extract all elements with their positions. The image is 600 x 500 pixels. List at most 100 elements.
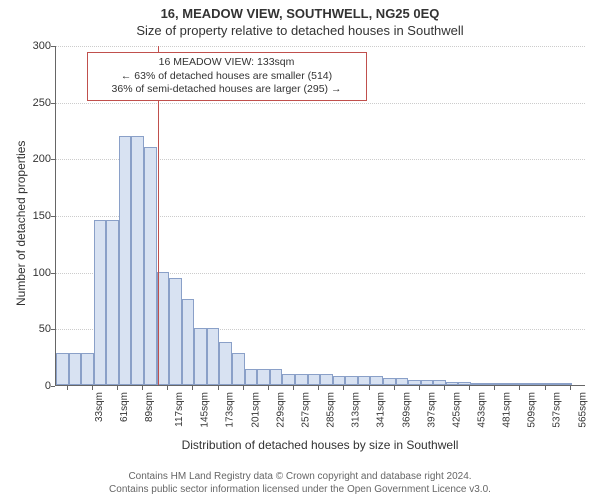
histogram-bar bbox=[144, 147, 157, 385]
y-tick-label: 250 bbox=[11, 97, 51, 109]
x-tick-mark bbox=[92, 386, 93, 390]
y-tick-mark bbox=[51, 386, 55, 387]
histogram-bar bbox=[182, 299, 195, 385]
x-tick-label: 369sqm bbox=[401, 392, 412, 428]
histogram-bar bbox=[106, 220, 119, 385]
histogram-bar bbox=[207, 328, 220, 385]
x-tick-mark bbox=[167, 386, 168, 390]
x-tick-mark bbox=[243, 386, 244, 390]
x-tick-label: 313sqm bbox=[351, 392, 362, 428]
x-tick-label: 33sqm bbox=[94, 392, 105, 422]
gridline bbox=[56, 103, 585, 104]
y-axis-label: Number of detached properties bbox=[14, 141, 28, 306]
histogram-bar bbox=[245, 369, 258, 385]
histogram-bar bbox=[295, 374, 308, 385]
x-tick-mark bbox=[192, 386, 193, 390]
annotation-box: 16 MEADOW VIEW: 133sqm← 63% of detached … bbox=[87, 52, 367, 101]
histogram-bar bbox=[383, 378, 396, 385]
x-tick-mark bbox=[117, 386, 118, 390]
histogram-bar bbox=[232, 353, 245, 385]
x-tick-mark bbox=[570, 386, 571, 390]
x-tick-label: 509sqm bbox=[527, 392, 538, 428]
y-tick-mark bbox=[51, 103, 55, 104]
x-tick-mark bbox=[469, 386, 470, 390]
histogram-bar bbox=[333, 376, 346, 385]
histogram-bar bbox=[282, 374, 295, 385]
x-tick-label: 565sqm bbox=[577, 392, 588, 428]
histogram-bar bbox=[320, 374, 333, 385]
histogram-bar bbox=[509, 383, 522, 385]
x-tick-mark bbox=[494, 386, 495, 390]
histogram-bar bbox=[484, 383, 497, 385]
x-tick-label: 61sqm bbox=[119, 392, 130, 422]
x-tick-label: 201sqm bbox=[250, 392, 261, 428]
histogram-bar bbox=[433, 380, 446, 385]
histogram-bar bbox=[257, 369, 270, 385]
x-tick-mark bbox=[318, 386, 319, 390]
histogram-bar bbox=[458, 382, 471, 385]
x-tick-label: 285sqm bbox=[326, 392, 337, 428]
page-subtitle: Size of property relative to detached ho… bbox=[0, 21, 600, 38]
histogram-bar bbox=[421, 380, 434, 385]
histogram-bar bbox=[446, 382, 459, 385]
footer-line-2: Contains public sector information licen… bbox=[0, 483, 600, 496]
histogram-bar bbox=[345, 376, 358, 385]
x-tick-mark bbox=[444, 386, 445, 390]
histogram-bar bbox=[358, 376, 371, 385]
x-tick-mark bbox=[369, 386, 370, 390]
x-tick-label: 229sqm bbox=[275, 392, 286, 428]
x-tick-mark bbox=[218, 386, 219, 390]
histogram-bar bbox=[308, 374, 321, 385]
x-tick-mark bbox=[343, 386, 344, 390]
annotation-line: 16 MEADOW VIEW: 133sqm bbox=[94, 56, 360, 70]
histogram-bar bbox=[396, 378, 409, 385]
x-tick-label: 145sqm bbox=[200, 392, 211, 428]
histogram-bar bbox=[496, 383, 509, 385]
page-title: 16, MEADOW VIEW, SOUTHWELL, NG25 0EQ bbox=[0, 0, 600, 21]
x-tick-label: 425sqm bbox=[451, 392, 462, 428]
x-axis-label: Distribution of detached houses by size … bbox=[55, 438, 585, 452]
y-tick-label: 150 bbox=[11, 210, 51, 222]
histogram-bar bbox=[546, 383, 559, 385]
histogram-bar bbox=[194, 328, 207, 385]
x-tick-label: 341sqm bbox=[376, 392, 387, 428]
histogram-bar bbox=[94, 220, 107, 385]
histogram-bar bbox=[270, 369, 283, 385]
histogram-bar bbox=[81, 353, 94, 385]
histogram-bar bbox=[408, 380, 421, 385]
histogram-bar bbox=[56, 353, 69, 385]
histogram-bar bbox=[534, 383, 547, 385]
y-tick-mark bbox=[51, 216, 55, 217]
y-tick-mark bbox=[51, 329, 55, 330]
histogram-bar bbox=[370, 376, 383, 385]
x-tick-label: 481sqm bbox=[502, 392, 513, 428]
histogram-bar bbox=[169, 278, 182, 385]
y-tick-mark bbox=[51, 159, 55, 160]
x-tick-label: 89sqm bbox=[144, 392, 155, 422]
y-tick-mark bbox=[51, 46, 55, 47]
x-tick-label: 257sqm bbox=[300, 392, 311, 428]
histogram-bar bbox=[69, 353, 82, 385]
footer-line-1: Contains HM Land Registry data © Crown c… bbox=[0, 470, 600, 483]
gridline bbox=[56, 46, 585, 47]
y-tick-mark bbox=[51, 273, 55, 274]
y-tick-label: 50 bbox=[11, 323, 51, 335]
x-tick-label: 397sqm bbox=[426, 392, 437, 428]
x-tick-label: 117sqm bbox=[174, 392, 185, 427]
x-tick-mark bbox=[519, 386, 520, 390]
annotation-line: ← 63% of detached houses are smaller (51… bbox=[94, 70, 360, 84]
x-tick-label: 537sqm bbox=[552, 392, 563, 428]
histogram-bar bbox=[471, 383, 484, 385]
x-tick-mark bbox=[293, 386, 294, 390]
histogram-bar bbox=[131, 136, 144, 385]
x-tick-label: 173sqm bbox=[225, 392, 236, 428]
attribution-footer: Contains HM Land Registry data © Crown c… bbox=[0, 470, 600, 496]
annotation-line: 36% of semi-detached houses are larger (… bbox=[94, 83, 360, 97]
x-tick-mark bbox=[419, 386, 420, 390]
y-tick-label: 0 bbox=[11, 380, 51, 392]
x-tick-mark bbox=[67, 386, 68, 390]
x-tick-mark bbox=[545, 386, 546, 390]
y-tick-label: 300 bbox=[11, 40, 51, 52]
x-tick-label: 453sqm bbox=[477, 392, 488, 428]
y-tick-label: 100 bbox=[11, 267, 51, 279]
